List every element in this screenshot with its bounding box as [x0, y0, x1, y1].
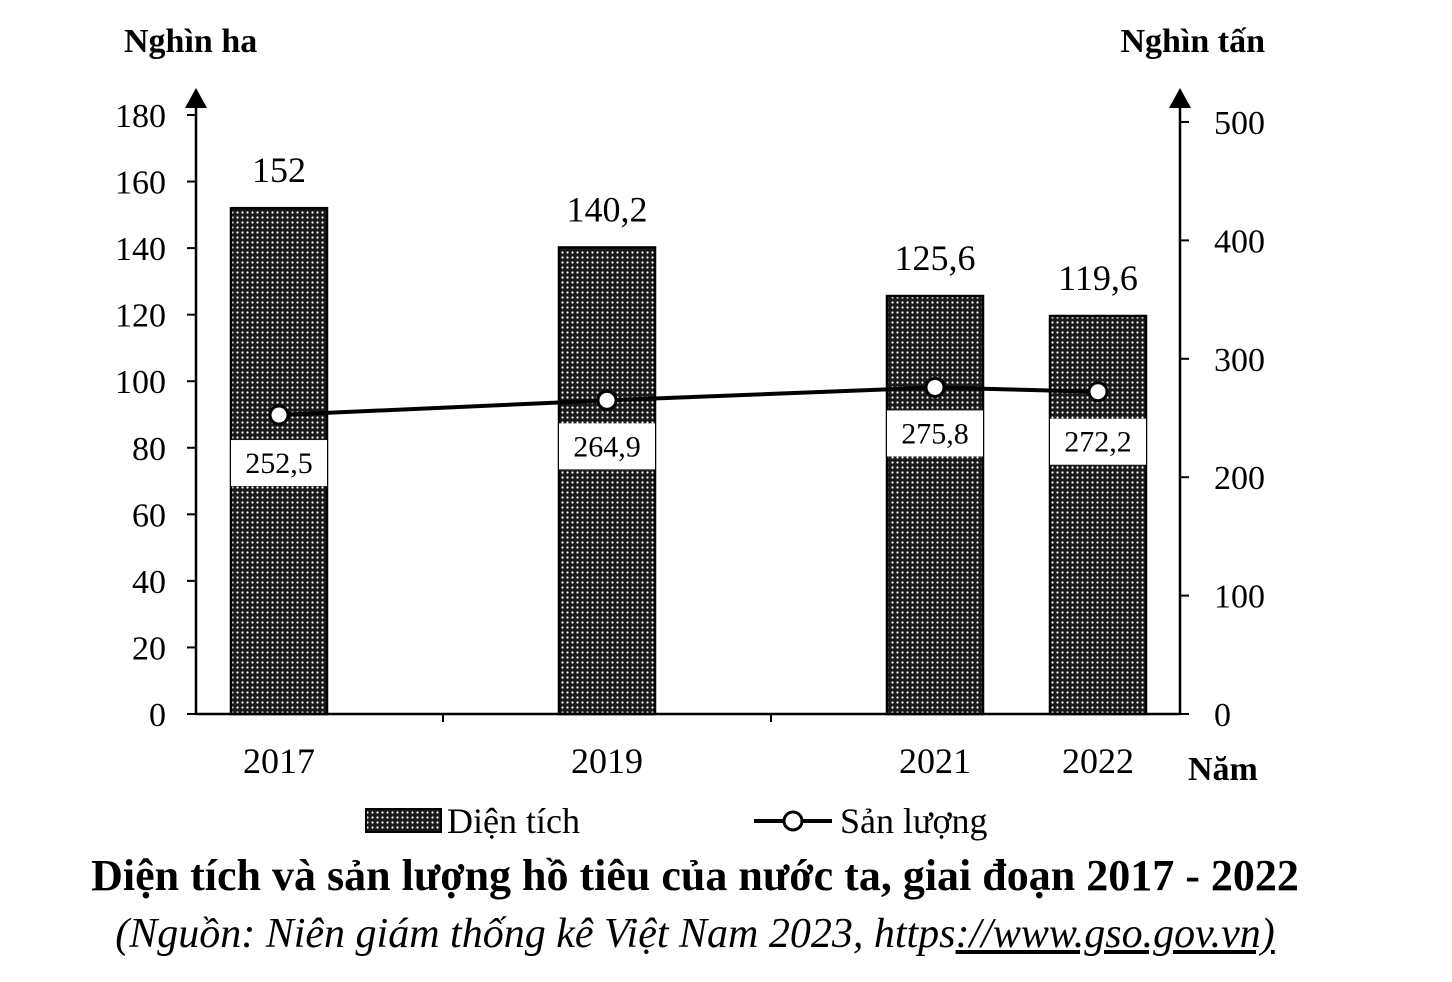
right-tick-label: 400 [1214, 223, 1265, 260]
line-series-path [278, 385, 1099, 418]
right-axis-unit: Nghìn tấn [1120, 23, 1265, 60]
bar-value-label: 119,6 [1058, 258, 1138, 298]
left-tick-label: 180 [115, 98, 166, 135]
source-url: ://www.gso.gov.vn) [955, 911, 1275, 957]
line-point [1087, 381, 1109, 403]
left-tick-label: 20 [132, 630, 166, 667]
line-value-label-box [887, 410, 983, 457]
bar-value-label: 140,2 [567, 189, 648, 229]
left-tick-label: 160 [115, 165, 166, 202]
bar-value-label: 152 [252, 150, 306, 190]
chart-source: (Nguồn: Niên giám thống kê Việt Nam 2023… [0, 910, 1390, 958]
x-tick-label: 2022 [1062, 741, 1134, 781]
legend-bar-swatch [365, 808, 442, 833]
line-value-label: 264,9 [573, 430, 641, 463]
right-axis-arrow [1169, 88, 1191, 108]
left-tick-label: 140 [115, 231, 166, 268]
bar-value-label: 125,6 [895, 238, 976, 278]
line-value-label: 272,2 [1064, 426, 1132, 459]
left-tick-label: 120 [115, 298, 166, 335]
line-value-label-box [1050, 418, 1146, 465]
x-tick-label: 2021 [899, 741, 971, 781]
left-axis-arrow [185, 88, 207, 108]
right-tick-label: 500 [1214, 105, 1265, 142]
line-point [268, 404, 290, 426]
chart: 152 140,2 125,6 119,6 0 20 40 60 80 100 120 140 160… [115, 23, 1265, 841]
legend-line-marker [782, 810, 804, 832]
right-tick-label: 100 [1214, 579, 1265, 616]
source-prefix: (Nguồn: Niên giám thống kê Việt Nam 2023… [115, 911, 956, 957]
bar [557, 246, 657, 716]
left-tick-label: 0 [149, 697, 166, 734]
left-tick-label: 40 [132, 564, 166, 601]
bar [885, 294, 985, 716]
bar [1048, 314, 1148, 716]
left-tick-label: 100 [115, 364, 166, 401]
left-axis-unit: Nghìn ha [124, 23, 257, 60]
chart-title: Diện tích và sản lượng hồ tiêu của nước … [91, 851, 1299, 900]
line-value-label: 252,5 [245, 447, 313, 480]
right-tick-label: 300 [1214, 342, 1265, 379]
line-point [596, 389, 618, 411]
left-tick-label: 80 [132, 431, 166, 468]
right-tick-label: 200 [1214, 460, 1265, 497]
line-point [924, 376, 946, 398]
line-value-label-box [231, 440, 327, 487]
x-tick-label: 2017 [243, 741, 315, 781]
x-tick-label: 2019 [571, 741, 643, 781]
left-tick-label: 60 [132, 497, 166, 534]
x-axis-label: Năm [1188, 751, 1258, 788]
line-value-label-box [559, 423, 655, 470]
line-value-label: 275,8 [901, 417, 969, 450]
legend-line-label: Sản lượng [840, 801, 988, 841]
legend-bar-label: Diện tích [447, 801, 580, 841]
right-tick-label: 0 [1214, 697, 1231, 734]
